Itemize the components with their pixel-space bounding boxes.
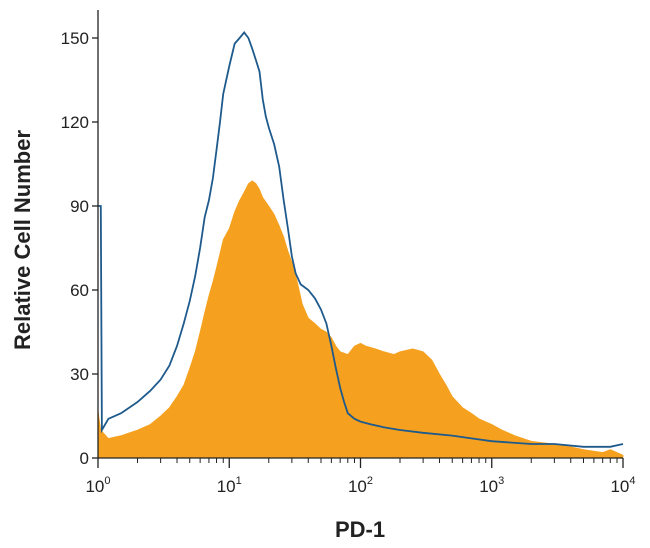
- filled-histogram-series: [97, 180, 624, 459]
- y-axis-title: Relative Cell Number: [10, 130, 35, 351]
- x-tick-label: 103: [479, 475, 504, 496]
- x-tick-label: 101: [217, 475, 242, 496]
- y-tick-label: 0: [80, 449, 89, 468]
- axes: [92, 10, 624, 468]
- x-tick-label: 100: [85, 475, 110, 496]
- x-axis-title: PD-1: [335, 517, 385, 542]
- x-tick-label: 102: [348, 475, 373, 496]
- x-tick-label: 104: [610, 475, 635, 496]
- tick-labels: 0 30 60 90 120 150 100 101 102 103 104: [61, 29, 636, 496]
- y-tick-label: 90: [70, 197, 89, 216]
- outline-histogram-series: [98, 30, 624, 448]
- y-tick-label: 120: [61, 113, 89, 132]
- y-tick-label: 30: [70, 365, 89, 384]
- plot-area: [97, 30, 624, 459]
- y-tick-label: 60: [70, 281, 89, 300]
- y-tick-label: 150: [61, 29, 89, 48]
